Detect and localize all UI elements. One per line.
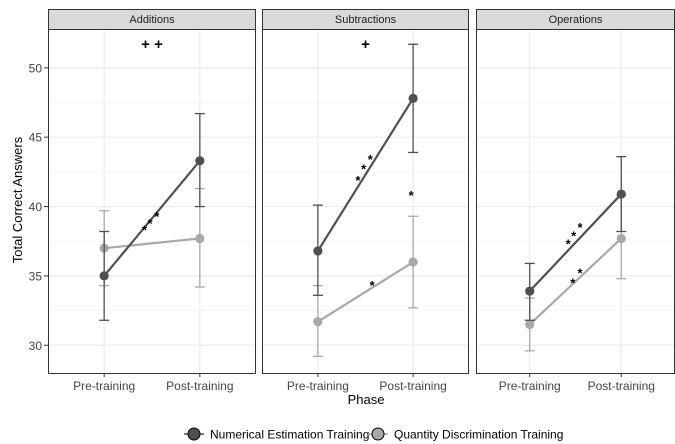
series-line [103,160,201,277]
data-point [616,233,626,244]
plot-area [476,29,675,374]
data-point [408,257,418,267]
significance-star: * [355,173,361,188]
series-numerical [99,112,205,321]
panel-additions: Additions+ +* * *Pre-training Post-training [48,9,256,393]
panel-border [262,29,469,374]
significance-star: * [368,152,374,167]
panel-title: Additions [129,14,175,26]
significance-star: * [370,278,376,293]
panel-border [48,29,256,374]
significance-star: * [570,275,576,290]
significance-plus: + [361,36,370,53]
x-tick-label: Post-training [379,379,446,393]
significance-plus: + + [141,36,163,53]
series-quantity [312,215,419,358]
panel-title: Subtractions [335,14,397,26]
data-point [408,93,418,103]
plot-area [48,29,256,374]
significance-star: * [154,209,160,224]
significance-star: * [566,237,572,252]
data-point [195,156,205,166]
significance-star: * [361,162,367,177]
series-numerical [312,43,419,296]
legend-label-quantity: Quantity Discrimination Training [394,428,563,442]
significance-star: * [571,228,577,243]
legend: Numerical Estimation Training Quantity D… [184,427,563,442]
data-point [99,271,109,281]
x-tick-label: Post-training [166,379,233,393]
panel-title: Operations [549,14,603,26]
significance-star: * [578,266,584,281]
y-tick-label: 45 [29,131,43,145]
series-numerical [524,155,627,321]
panel-operations: Operations*****Pre-training Post-training [476,9,675,393]
x-tick-label: Post-training [588,379,655,393]
y-axis-label: Total Correct Answers [10,136,25,263]
plot-area [262,29,469,374]
data-point [313,317,323,327]
x-tick-label: Pre-training [287,379,349,393]
data-point [616,189,626,199]
y-tick-label: 40 [29,200,43,214]
legend-label-numerical: Numerical Estimation Training [210,428,369,442]
significance-star: * [578,220,584,235]
x-tick-label: Pre-training [499,379,561,393]
significance-star: * [142,223,148,238]
significance-star: * [409,188,415,203]
series-line [104,237,200,250]
data-point [313,246,323,256]
panel-subtractions: Subtractions+*****Pre-training Post-train… [262,9,469,393]
series-line [317,261,414,323]
data-point [525,286,535,296]
series-line [316,97,415,252]
data-point [195,233,205,244]
series-line [528,237,623,326]
series-line [528,193,623,292]
data-point [525,319,535,330]
significance-star: * [148,216,154,231]
y-tick-label: 35 [29,269,43,283]
y-tick-label: 30 [29,339,43,353]
y-tick-label: 50 [29,61,43,75]
x-tick-label: Pre-training [73,379,135,393]
x-axis-label: Phase [348,392,385,407]
